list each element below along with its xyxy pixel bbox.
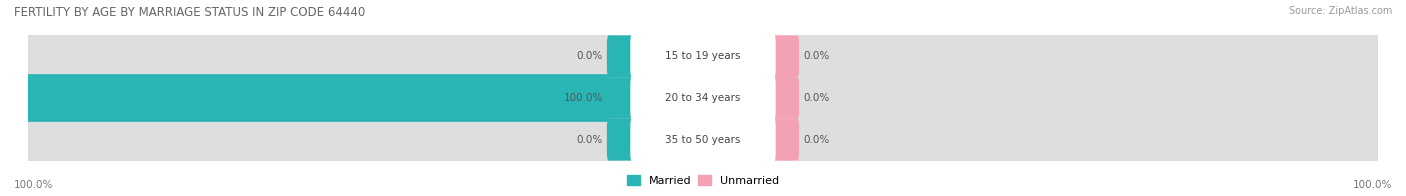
FancyBboxPatch shape — [759, 119, 799, 161]
Text: 35 to 50 years: 35 to 50 years — [665, 135, 741, 145]
Text: 0.0%: 0.0% — [576, 135, 603, 145]
FancyBboxPatch shape — [27, 32, 610, 80]
FancyBboxPatch shape — [607, 119, 647, 161]
Text: 100.0%: 100.0% — [14, 180, 53, 190]
Text: 0.0%: 0.0% — [803, 135, 830, 145]
FancyBboxPatch shape — [27, 116, 610, 164]
FancyBboxPatch shape — [630, 33, 776, 79]
Text: 100.0%: 100.0% — [564, 93, 603, 103]
FancyBboxPatch shape — [28, 71, 1378, 125]
Text: 0.0%: 0.0% — [576, 51, 603, 61]
FancyBboxPatch shape — [796, 74, 1379, 122]
FancyBboxPatch shape — [607, 35, 647, 77]
FancyBboxPatch shape — [759, 77, 799, 119]
Text: 0.0%: 0.0% — [803, 93, 830, 103]
Text: 15 to 19 years: 15 to 19 years — [665, 51, 741, 61]
Text: 0.0%: 0.0% — [803, 51, 830, 61]
FancyBboxPatch shape — [27, 74, 610, 122]
FancyBboxPatch shape — [630, 117, 776, 163]
FancyBboxPatch shape — [607, 77, 647, 119]
Text: FERTILITY BY AGE BY MARRIAGE STATUS IN ZIP CODE 64440: FERTILITY BY AGE BY MARRIAGE STATUS IN Z… — [14, 6, 366, 19]
FancyBboxPatch shape — [27, 74, 610, 122]
FancyBboxPatch shape — [630, 75, 776, 121]
FancyBboxPatch shape — [28, 29, 1378, 83]
Text: 20 to 34 years: 20 to 34 years — [665, 93, 741, 103]
FancyBboxPatch shape — [796, 116, 1379, 164]
Legend: Married, Unmarried: Married, Unmarried — [623, 171, 783, 190]
FancyBboxPatch shape — [759, 35, 799, 77]
FancyBboxPatch shape — [28, 113, 1378, 167]
Text: Source: ZipAtlas.com: Source: ZipAtlas.com — [1288, 6, 1392, 16]
Text: 100.0%: 100.0% — [1353, 180, 1392, 190]
FancyBboxPatch shape — [796, 32, 1379, 80]
